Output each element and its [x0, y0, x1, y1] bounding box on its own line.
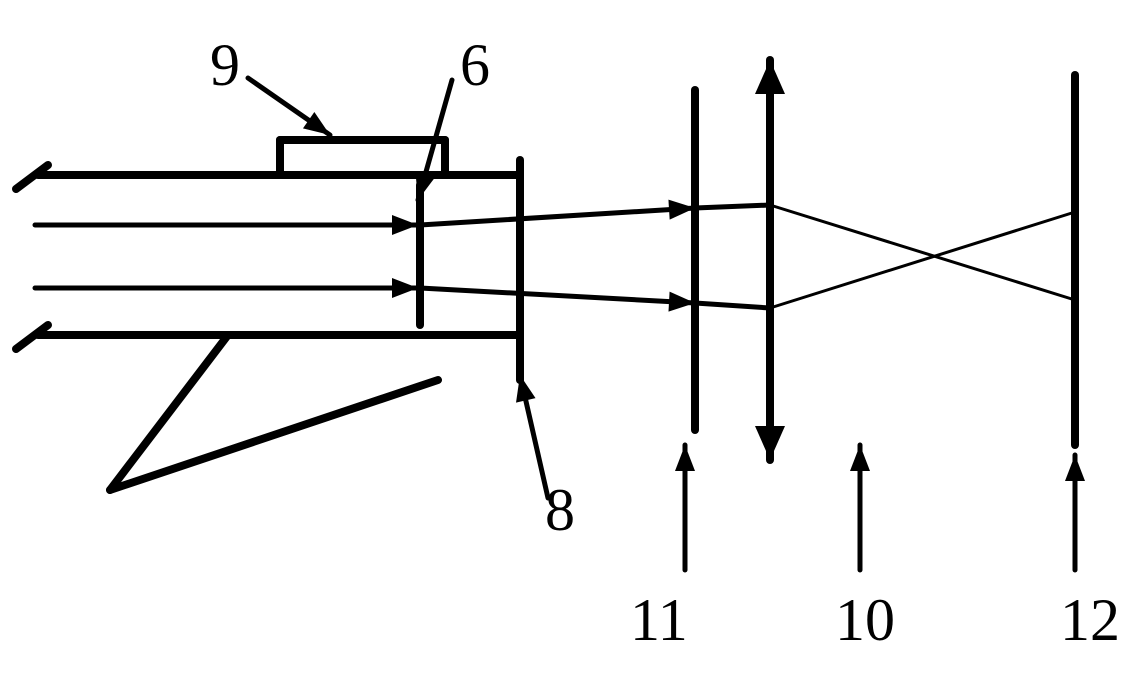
diagram-canvas: 9 6 8 11 10 12	[0, 0, 1140, 688]
label-10: 10	[835, 587, 895, 653]
label-8: 8	[545, 477, 575, 543]
label-6: 6	[460, 32, 490, 98]
label-11: 11	[630, 587, 688, 653]
label-12: 12	[1060, 587, 1120, 653]
label-9: 9	[210, 32, 240, 98]
